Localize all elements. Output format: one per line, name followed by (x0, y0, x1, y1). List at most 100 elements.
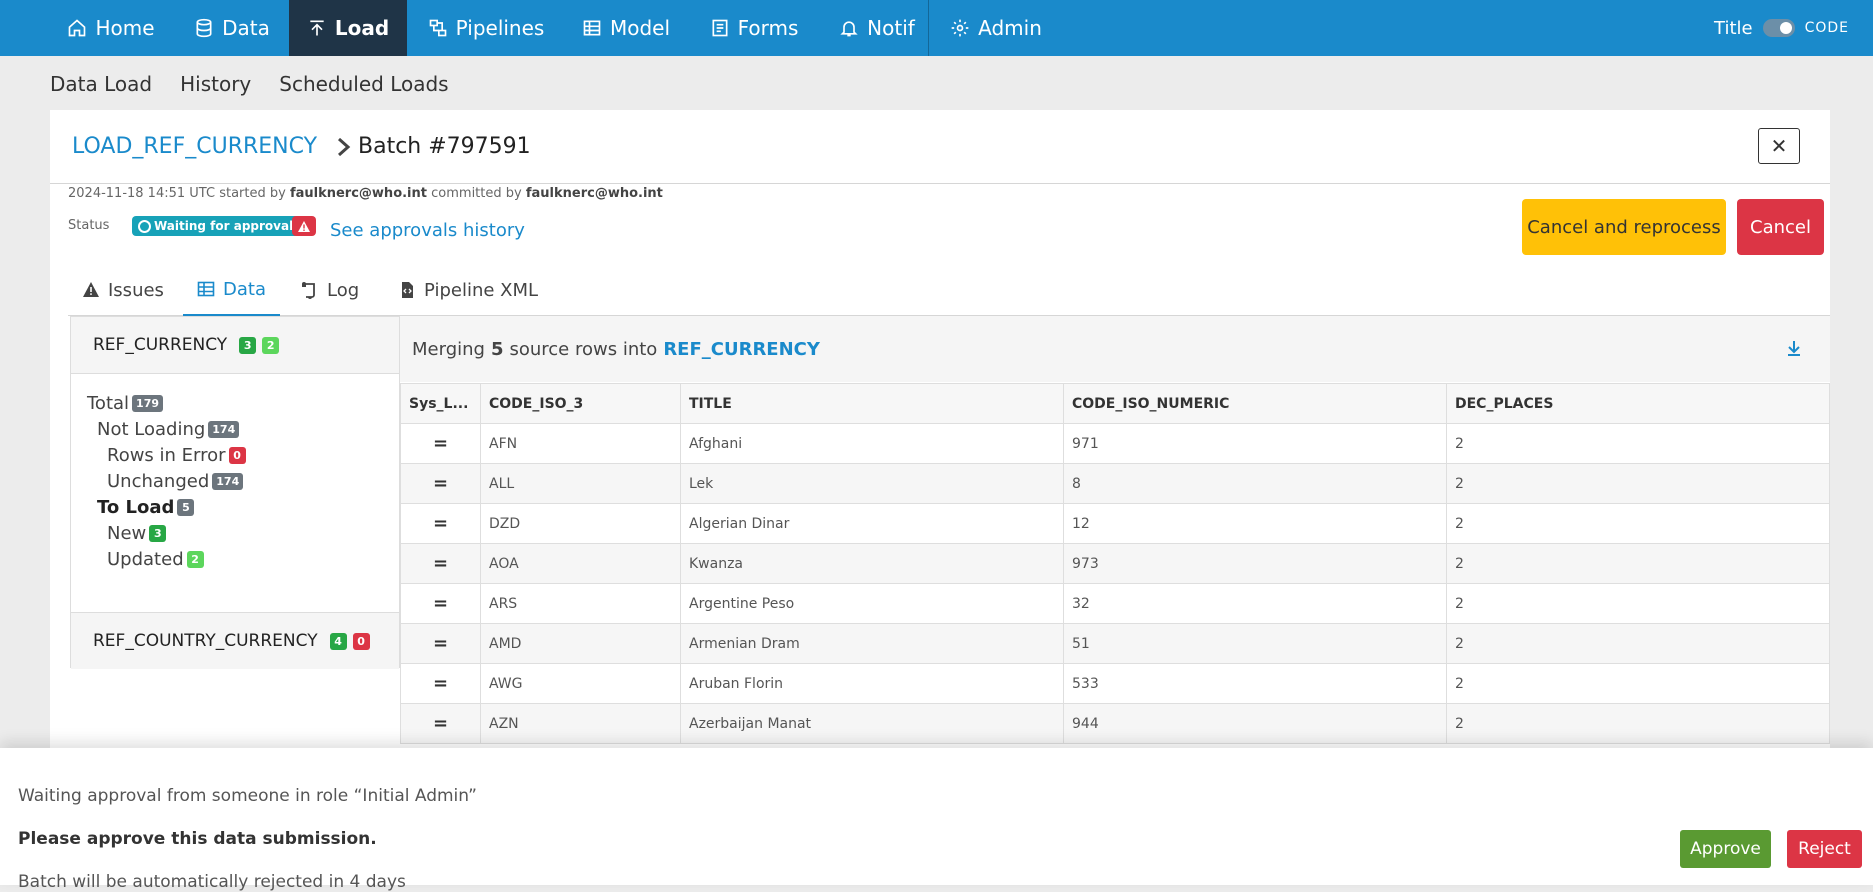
subnav-history[interactable]: History (180, 72, 252, 96)
nav-admin[interactable]: Admin (946, 0, 1046, 56)
table-cell: 971 (1063, 423, 1447, 464)
nav-pipelines[interactable]: Pipelines (424, 0, 548, 56)
table-cell: 51 (1063, 623, 1447, 664)
nav-home[interactable]: Home (56, 0, 166, 56)
tab-data[interactable]: Data (183, 264, 280, 316)
table-cell: 533 (1063, 663, 1447, 704)
table-sidebar: REF_CURRENCY 3 2 Total 179 Not Loading 1… (70, 316, 400, 669)
table-row[interactable]: = ARS Argentine Peso 32 2 (400, 583, 1830, 624)
column-header[interactable]: TITLE (680, 383, 1064, 424)
card-header: LOAD_REF_CURRENCY Batch #797591 ✕ (50, 110, 1830, 184)
row-status-cell: = (400, 583, 481, 624)
column-header[interactable]: DEC_PLACES (1446, 383, 1830, 424)
tree-to-load[interactable]: To Load 5 (97, 497, 195, 518)
nav-load[interactable]: Load (289, 0, 407, 56)
download-icon[interactable] (1784, 338, 1804, 358)
table-cell: 973 (1063, 543, 1447, 584)
cancel-button[interactable]: Cancel (1737, 199, 1824, 255)
subnav: Data Load History Scheduled Loads (50, 72, 449, 96)
table-cell: AFN (480, 423, 681, 464)
sidebar-table-ref-country-currency[interactable]: REF_COUNTRY_CURRENCY 4 0 (71, 612, 399, 669)
reject-button[interactable]: Reject (1787, 830, 1862, 868)
approval-bar: Waiting approval from someone in role “I… (0, 748, 1873, 892)
column-header[interactable]: Sys_L... (400, 383, 481, 424)
row-status-cell: = (400, 543, 481, 584)
tree-rows-in-error[interactable]: Rows in Error 0 (107, 445, 246, 466)
breadcrumb-batch: Batch #797591 (358, 134, 531, 159)
table-row[interactable]: = AOA Kwanza 973 2 (400, 543, 1830, 584)
approve-button[interactable]: Approve (1680, 830, 1771, 868)
file-code-icon (402, 282, 413, 298)
table-cell: AWG (480, 663, 681, 704)
table-cell: Armenian Dram (680, 623, 1064, 664)
close-button[interactable]: ✕ (1758, 128, 1800, 164)
target-table-link[interactable]: REF_CURRENCY (663, 338, 820, 360)
table-cell: 32 (1063, 583, 1447, 624)
row-status-cell: = (400, 703, 481, 744)
table-row[interactable]: = AMD Armenian Dram 51 2 (400, 623, 1830, 664)
nav-notif[interactable]: Notif (832, 0, 922, 56)
table-cell: Argentine Peso (680, 583, 1064, 624)
cancel-and-reprocess-button[interactable]: Cancel and reprocess (1522, 199, 1726, 255)
table-cell: 2 (1446, 423, 1830, 464)
title-code-toggle[interactable]: Title CODE (1714, 0, 1849, 56)
column-header[interactable]: CODE_ISO_NUMERIC (1063, 383, 1447, 424)
top-navbar: Home Data Load Pipelines Model Forms Not… (0, 0, 1873, 56)
auto-reject-notice: Batch will be automatically rejected in … (18, 872, 406, 892)
row-status-cell: = (400, 463, 481, 504)
subnav-scheduled-loads[interactable]: Scheduled Loads (279, 72, 449, 96)
row-status-cell: = (400, 623, 481, 664)
upload-icon (310, 20, 324, 36)
table-cell: 2 (1446, 543, 1830, 584)
tab-issues[interactable]: Issues (68, 264, 178, 316)
tree-updated[interactable]: Updated 2 (107, 549, 204, 570)
column-header[interactable]: CODE_ISO_3 (480, 383, 681, 424)
grid-icon (197, 281, 215, 297)
tree-unchanged[interactable]: Unchanged 174 (107, 471, 244, 492)
started-by-user: faulknerc@who.int (289, 186, 427, 201)
tree-not-loading[interactable]: Not Loading 174 (97, 419, 240, 440)
table-cell: AZN (480, 703, 681, 744)
tree-total[interactable]: Total 179 (87, 393, 164, 414)
merge-summary: Merging 5 source rows into REF_CURRENCY (400, 316, 1830, 382)
sidebar-table-ref-currency[interactable]: REF_CURRENCY 3 2 (71, 317, 399, 374)
warning-badge[interactable] (292, 216, 316, 236)
table-cell: 2 (1446, 583, 1830, 624)
home-icon (69, 19, 86, 37)
breadcrumb-load-link[interactable]: LOAD_REF_CURRENCY (72, 134, 318, 159)
tree-new[interactable]: New 3 (107, 523, 167, 544)
row-status-cell: = (400, 423, 481, 464)
table-row[interactable]: = AZN Azerbaijan Manat 944 2 (400, 703, 1830, 744)
tab-log[interactable]: Log (287, 264, 373, 316)
table-cell: Kwanza (680, 543, 1064, 584)
warning-icon (83, 282, 99, 297)
table-icon (583, 20, 601, 36)
table-cell: Algerian Dinar (680, 503, 1064, 544)
table-cell: 8 (1063, 463, 1447, 504)
tab-pipeline-xml[interactable]: Pipeline XML (384, 264, 552, 316)
table-cell: AOA (480, 543, 681, 584)
toggle-switch[interactable] (1762, 19, 1795, 37)
table-row[interactable]: = DZD Algerian Dinar 12 2 (400, 503, 1830, 544)
nav-model[interactable]: Model (576, 0, 676, 56)
nav-data[interactable]: Data (182, 0, 282, 56)
table-cell: 2 (1446, 623, 1830, 664)
new-count-badge: 3 (239, 336, 257, 354)
table-cell: ARS (480, 583, 681, 624)
table-row[interactable]: = AWG Aruban Florin 533 2 (400, 663, 1830, 704)
table-cell: ALL (480, 463, 681, 504)
approval-waiting-text: Waiting approval from someone in role “I… (18, 786, 477, 806)
subnav-data-load[interactable]: Data Load (50, 72, 153, 96)
table-header-row: Sys_L... CODE_ISO_3 TITLE CODE_ISO_NUMER… (400, 383, 1830, 424)
committed-by-user: faulknerc@who.int (525, 186, 663, 201)
table-cell: Azerbaijan Manat (680, 703, 1064, 744)
row-status-cell: = (400, 663, 481, 704)
data-panel: Merging 5 source rows into REF_CURRENCY … (400, 316, 1830, 750)
status-badge: Waiting for approval (132, 216, 300, 236)
approvals-history-link[interactable]: See approvals history (330, 220, 525, 241)
nav-forms[interactable]: Forms (704, 0, 804, 56)
table-row[interactable]: = ALL Lek 8 2 (400, 463, 1830, 504)
table-cell: 2 (1446, 503, 1830, 544)
table-cell: Aruban Florin (680, 663, 1064, 704)
table-row[interactable]: = AFN Afghani 971 2 (400, 423, 1830, 464)
